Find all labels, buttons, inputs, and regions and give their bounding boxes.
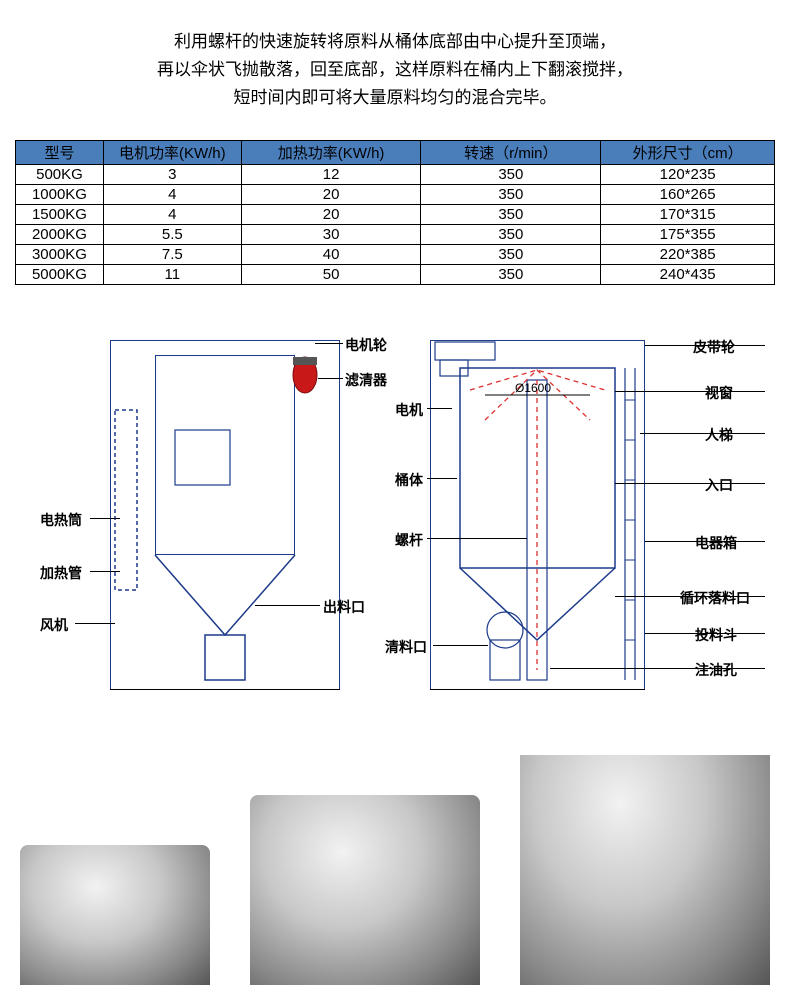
- table-cell: 3000KG: [16, 245, 104, 265]
- table-cell: 40: [241, 245, 421, 265]
- label-barrel: 桶体: [395, 470, 423, 490]
- table-header-row: 型号 电机功率(KW/h) 加热功率(KW/h) 转速（r/min） 外形尺寸（…: [16, 141, 775, 165]
- label-heating-pipe: 加热管: [40, 563, 82, 583]
- leader-belt-wheel: [645, 345, 765, 346]
- label-ladder: 人梯: [705, 425, 733, 445]
- leader-inlet: [615, 483, 765, 484]
- label-motor-wheel: 电机轮: [345, 335, 387, 355]
- table-row: 5000KG1150350240*435: [16, 265, 775, 285]
- table-cell: 175*355: [601, 225, 775, 245]
- table-cell: 120*235: [601, 165, 775, 185]
- label-elec-box: 电器箱: [695, 533, 737, 553]
- label-belt-wheel: 皮带轮: [693, 337, 735, 357]
- table-cell: 350: [421, 265, 601, 285]
- table-row: 500KG312350120*235: [16, 165, 775, 185]
- label-heater-tube: 电热筒: [40, 510, 82, 530]
- leader-heater-tube: [90, 518, 120, 519]
- label-motor: 电机: [395, 400, 423, 420]
- table-cell: 5000KG: [16, 265, 104, 285]
- table-row: 3000KG7.540350220*385: [16, 245, 775, 265]
- table-cell: 20: [241, 205, 421, 225]
- table-cell: 11: [103, 265, 241, 285]
- product-description: 利用螺杆的快速旋转将原料从桶体底部由中心提升至顶端， 再以伞状飞抛散落，回至底部…: [0, 0, 790, 132]
- table-cell: 4: [103, 205, 241, 225]
- label-window: 视窗: [705, 383, 733, 403]
- table-cell: 30: [241, 225, 421, 245]
- table-row: 1000KG420350160*265: [16, 185, 775, 205]
- label-cycle-port: 循环落料口: [680, 588, 750, 608]
- leader-heating-pipe: [90, 571, 120, 572]
- leader-cycle-port: [615, 596, 765, 597]
- table-cell: 350: [421, 245, 601, 265]
- technical-diagram: Ø1600 电热筒 加热管 风机 电机轮 滤清器 出料口 电机 桶体 螺杆 清料…: [15, 325, 775, 715]
- description-line-1: 利用螺杆的快速旋转将原料从桶体底部由中心提升至顶端，: [20, 28, 770, 56]
- description-line-3: 短时间内即可将大量原料均匀的混合完毕。: [20, 84, 770, 112]
- product-photo-large: [520, 755, 770, 985]
- leader-motor: [427, 408, 452, 409]
- front-view-lines: [110, 340, 340, 690]
- table-cell: 170*315: [601, 205, 775, 225]
- product-photo-medium: [250, 795, 480, 985]
- leader-hopper: [645, 633, 765, 634]
- table-cell: 5.5: [103, 225, 241, 245]
- label-fan: 风机: [40, 615, 68, 635]
- table-cell: 7.5: [103, 245, 241, 265]
- table-row: 2000KG5.530350175*355: [16, 225, 775, 245]
- label-filter: 滤清器: [345, 370, 387, 390]
- label-clean-port: 清料口: [385, 637, 427, 657]
- leader-outlet: [255, 605, 320, 606]
- spec-table: 型号 电机功率(KW/h) 加热功率(KW/h) 转速（r/min） 外形尺寸（…: [15, 140, 775, 285]
- col-header-model: 型号: [16, 141, 104, 165]
- product-photo-small: [20, 845, 210, 985]
- table-cell: 350: [421, 165, 601, 185]
- leader-filter: [318, 378, 343, 379]
- svg-text:Ø1600: Ø1600: [515, 381, 551, 395]
- product-photos: [0, 755, 790, 985]
- table-cell: 1000KG: [16, 185, 104, 205]
- table-cell: 50: [241, 265, 421, 285]
- label-oil-hole: 注油孔: [695, 660, 737, 680]
- table-row: 1500KG420350170*315: [16, 205, 775, 225]
- leader-fan: [75, 623, 115, 624]
- table-cell: 240*435: [601, 265, 775, 285]
- leader-ladder: [640, 433, 765, 434]
- table-cell: 350: [421, 205, 601, 225]
- col-header-speed: 转速（r/min）: [421, 141, 601, 165]
- leader-motor-wheel: [315, 343, 343, 344]
- label-outlet: 出料口: [323, 597, 365, 617]
- description-line-2: 再以伞状飞抛散落，回至底部，这样原料在桶内上下翻滚搅拌，: [20, 56, 770, 84]
- col-header-size: 外形尺寸（cm）: [601, 141, 775, 165]
- table-cell: 12: [241, 165, 421, 185]
- table-cell: 20: [241, 185, 421, 205]
- col-header-heat: 加热功率(KW/h): [241, 141, 421, 165]
- leader-elec-box: [645, 541, 765, 542]
- table-cell: 1500KG: [16, 205, 104, 225]
- col-header-motor: 电机功率(KW/h): [103, 141, 241, 165]
- table-cell: 350: [421, 185, 601, 205]
- leader-oil-hole: [550, 668, 765, 669]
- table-cell: 160*265: [601, 185, 775, 205]
- table-cell: 3: [103, 165, 241, 185]
- leader-clean-port: [433, 645, 488, 646]
- table-cell: 2000KG: [16, 225, 104, 245]
- label-screw: 螺杆: [395, 530, 423, 550]
- leader-barrel: [427, 478, 457, 479]
- side-view-lines: Ø1600: [430, 340, 645, 690]
- table-cell: 350: [421, 225, 601, 245]
- table-cell: 4: [103, 185, 241, 205]
- table-cell: 220*385: [601, 245, 775, 265]
- label-hopper: 投料斗: [695, 625, 737, 645]
- leader-window: [615, 391, 765, 392]
- table-cell: 500KG: [16, 165, 104, 185]
- label-inlet: 入口: [705, 475, 733, 495]
- leader-screw: [427, 538, 527, 539]
